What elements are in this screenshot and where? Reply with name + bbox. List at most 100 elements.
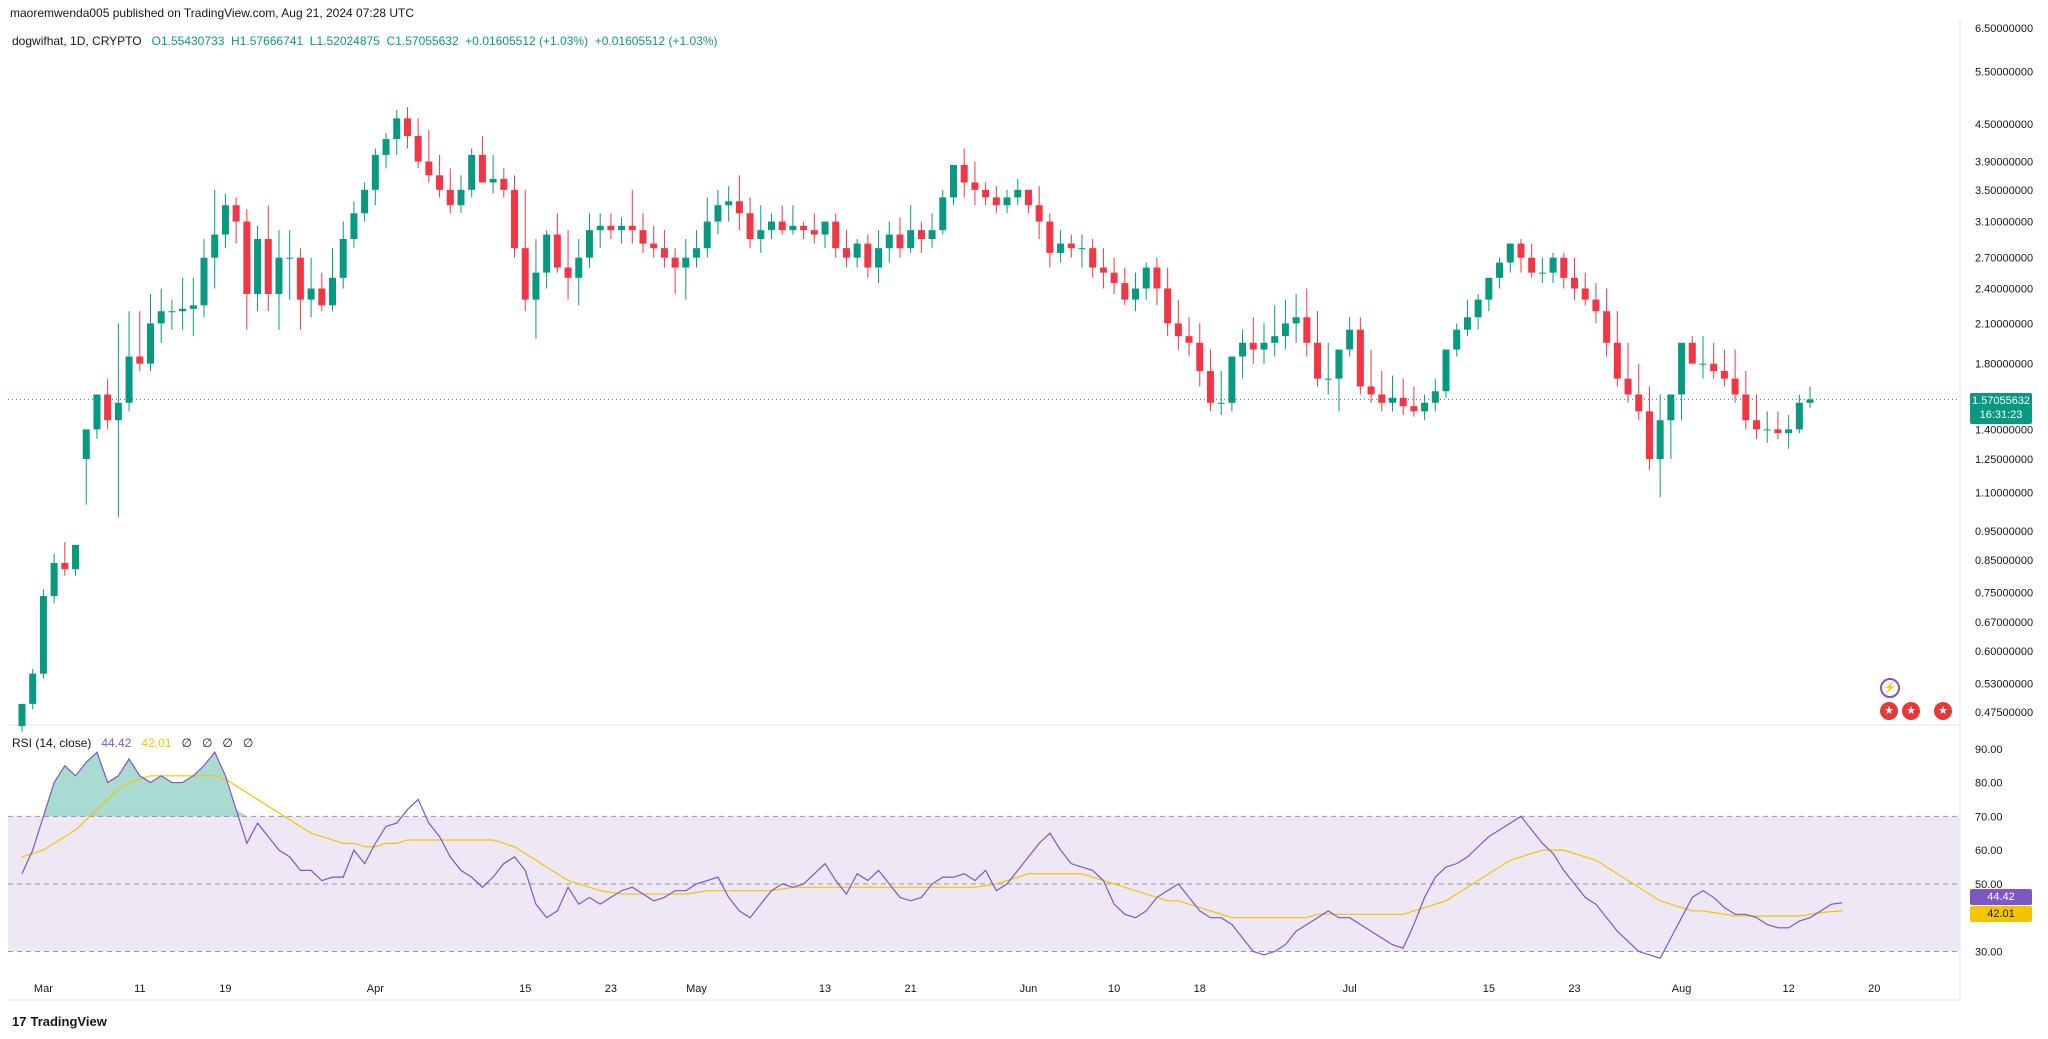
candle-body: [1742, 394, 1750, 421]
candle: [1485, 277, 1493, 312]
candle: [425, 130, 433, 183]
candle: [950, 164, 957, 206]
price-tick-label: 0.53000000: [1975, 678, 2033, 690]
tradingview-logo[interactable]: 17 TradingView: [12, 1014, 107, 1029]
price-tick-label: 3.90000000: [1975, 157, 2033, 169]
candle-body: [1292, 317, 1300, 324]
candle-body: [1645, 411, 1653, 460]
candle: [1667, 394, 1675, 460]
candle-body: [746, 213, 754, 240]
candle: [1024, 189, 1032, 214]
candle: [39, 589, 47, 679]
rsi-line: [21, 750, 1843, 959]
rsi-tick-label: 80.00: [1975, 778, 2003, 790]
candle-body: [596, 225, 604, 231]
rsi-extra-value: ∅: [222, 736, 233, 750]
time-axis: Mar 11 19 Apr 15 23 May 13 21 Jun 10 18 Jul 15 23 Aug 12…: [34, 983, 1880, 995]
price-tick-label: 0.47500000: [1975, 707, 2033, 719]
rsi-label[interactable]: RSI (14, close): [12, 736, 92, 750]
rsi-tick-label: 30.00: [1975, 946, 2003, 958]
candle: [1185, 317, 1193, 357]
us-flag-icon[interactable]: ★: [1902, 702, 1920, 720]
candle: [971, 161, 979, 206]
symbol-name[interactable]: dogwifhat, 1D, CRYPTO: [12, 34, 142, 48]
candle: [800, 221, 808, 240]
candle: [29, 668, 37, 710]
rsi-value: 44.42: [101, 736, 132, 750]
candle-body: [114, 402, 122, 421]
price-tick-label: 2.10000000: [1975, 318, 2033, 330]
candle-body: [1710, 363, 1718, 372]
rsi-tick-label: 60.00: [1975, 845, 2003, 857]
candle: [1281, 299, 1289, 350]
candle: [1303, 288, 1311, 357]
candle-body: [832, 221, 840, 249]
lightning-icon[interactable]: ⚡: [1880, 678, 1900, 698]
rsi-ma-line: [21, 775, 1843, 919]
candle-body: [800, 225, 808, 231]
candle: [1067, 234, 1075, 258]
candle: [189, 277, 197, 337]
candle: [104, 378, 112, 430]
candle-body: [104, 394, 112, 421]
candle-body: [200, 257, 208, 306]
candle-body: [318, 288, 326, 306]
candle: [221, 193, 229, 249]
candle-body: [789, 225, 797, 231]
price-tick-label: 1.80000000: [1975, 359, 2033, 371]
candle-body: [660, 248, 668, 258]
candle: [1003, 189, 1011, 214]
candle-body: [928, 230, 936, 240]
candle: [982, 182, 990, 206]
candle-body: [521, 248, 529, 300]
candle-body: [1496, 262, 1504, 278]
candle-body: [1549, 257, 1557, 273]
candle: [136, 311, 144, 372]
candle: [757, 205, 765, 253]
candle: [1014, 178, 1022, 206]
price-tick-label: 1.10000000: [1975, 487, 2033, 499]
rsi-tick-label: 90.00: [1975, 744, 2003, 756]
candle-body: [1303, 317, 1311, 343]
candle: [1453, 323, 1461, 357]
candle-body: [29, 673, 37, 704]
us-flag-icon[interactable]: ★: [1880, 702, 1898, 720]
candle-body: [179, 308, 187, 312]
price-tick-label: 1.40000000: [1975, 424, 2033, 436]
candle-body: [1517, 243, 1525, 258]
candle: [1753, 394, 1761, 439]
candle: [1057, 230, 1065, 263]
rsi-ma-value: 42.01: [141, 736, 172, 750]
candle: [318, 272, 326, 312]
price-tick-label: 2.70000000: [1975, 253, 2033, 265]
candle: [618, 217, 626, 244]
candle-body: [939, 197, 947, 231]
candle: [371, 148, 379, 206]
time-tick-label: 18: [1194, 983, 1206, 995]
candle-body: [1592, 299, 1600, 312]
candle-body: [189, 305, 197, 309]
candle: [232, 197, 240, 244]
candle: [125, 311, 133, 412]
rsi-extra-value: ∅: [201, 736, 213, 750]
time-tick-label: Jun: [1020, 983, 1038, 995]
candle-body: [1506, 243, 1514, 263]
candle: [393, 110, 401, 155]
ohlc-open: O1.55430733: [151, 34, 225, 48]
candle: [93, 394, 101, 439]
candle-body: [1239, 342, 1247, 357]
time-tick-label: 15: [1483, 983, 1495, 995]
candle: [1678, 342, 1686, 421]
candle: [61, 542, 69, 576]
time-tick-label: 11: [134, 983, 145, 995]
candle-body: [1410, 406, 1418, 412]
candle: [1635, 363, 1643, 421]
candle-body: [1453, 329, 1461, 350]
candle-body: [1356, 329, 1364, 387]
time-tick-label: 12: [1783, 983, 1795, 995]
candle-body: [607, 225, 615, 231]
candle: [1367, 349, 1375, 403]
us-flag-icon[interactable]: ★: [1934, 702, 1952, 720]
time-tick-label: 21: [905, 983, 917, 995]
